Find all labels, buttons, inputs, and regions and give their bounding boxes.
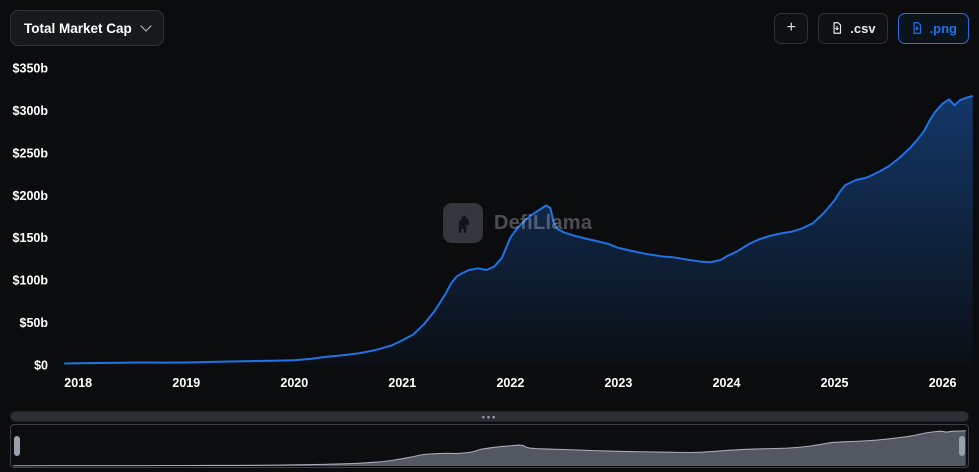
chevron-down-icon [140,20,152,32]
download-png-button[interactable]: .png [897,12,969,44]
series-line [64,95,974,365]
x-axis-tick-label: 2020 [280,376,308,390]
y-axis-tick-label: $350b [13,62,49,76]
y-axis-tick-label: $200b [13,189,49,203]
csv-button-label: .csv [850,20,876,36]
total-market-cap-chart[interactable]: $350b $300b $250b $200b $150b $100b $50b $0 2018… [0,56,979,396]
metric-selector-label: Total Market Cap [24,20,132,36]
minichart-line [13,430,966,467]
x-axis-tick-label: 2021 [388,376,416,390]
scrollbar-thumb[interactable]: ••• [11,412,968,421]
range-handle-right[interactable] [959,436,965,456]
x-axis-tick-label: 2026 [929,376,957,390]
x-axis-tick-label: 2025 [821,376,849,390]
x-axis-tick-label: 2018 [64,376,92,390]
range-selector[interactable] [10,424,969,468]
download-csv-button[interactable]: .csv [818,12,888,44]
area-fill [64,96,973,365]
y-axis-tick-label: $0 [34,359,48,373]
chart-scrollbar[interactable]: ••• [10,411,969,422]
download-file-icon [913,22,921,34]
x-axis-tick-label: 2019 [172,376,200,390]
png-button-label: .png [929,20,957,36]
x-axis-tick-label: 2022 [496,376,524,390]
y-axis-tick-label: $250b [13,146,49,160]
add-chart-button[interactable]: + [774,12,809,44]
y-axis-tick-label: $150b [13,231,49,245]
download-file-icon [833,22,842,34]
x-axis-tick-label: 2024 [713,376,741,390]
y-axis-tick-label: $100b [13,274,49,288]
toolbar-actions: + .csv .png [774,12,969,44]
y-axis-tick-label: $50b [20,316,49,330]
range-selector-minichart [13,430,966,467]
y-axis-tick-label: $300b [13,104,49,118]
toolbar: Total Market Cap + .csv .png [10,10,969,46]
x-axis-tick-label: 2023 [604,376,632,390]
range-handle-left[interactable] [14,436,20,456]
metric-selector-dropdown[interactable]: Total Market Cap [10,10,164,46]
